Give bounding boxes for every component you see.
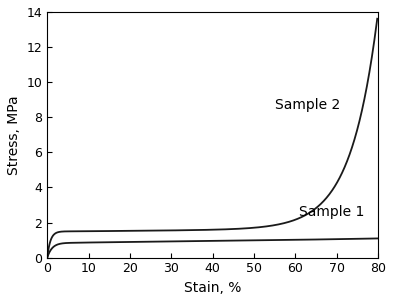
Text: Sample 2: Sample 2: [275, 98, 340, 112]
X-axis label: Stain, %: Stain, %: [184, 281, 241, 295]
Text: Sample 1: Sample 1: [299, 205, 365, 219]
Y-axis label: Stress, MPa: Stress, MPa: [7, 95, 21, 175]
